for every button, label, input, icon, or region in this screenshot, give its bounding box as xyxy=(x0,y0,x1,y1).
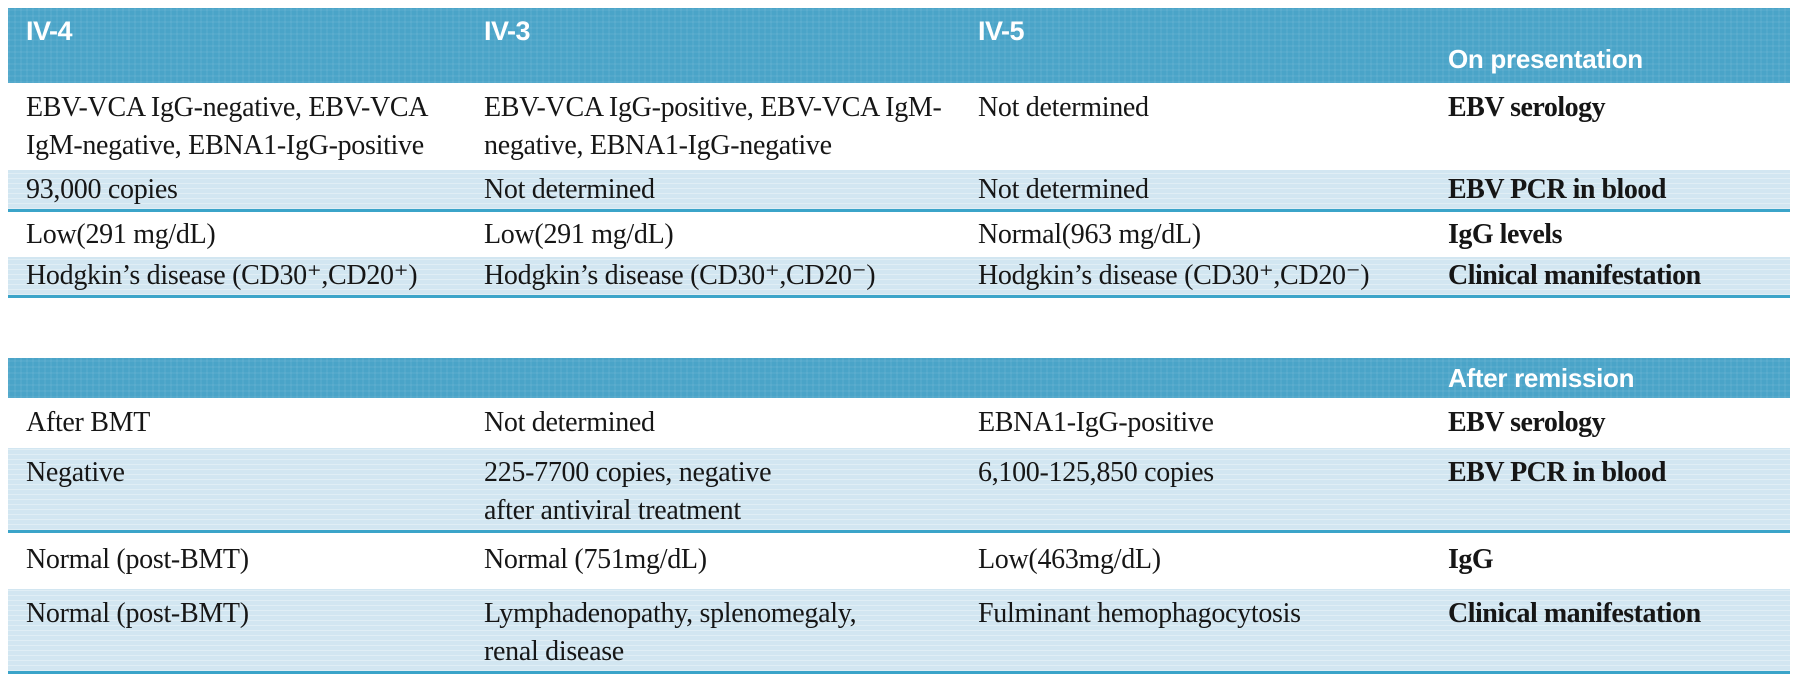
row-label-ebv-pcr: EBV PCR in blood xyxy=(1448,173,1666,205)
cell-iv5-ebv-serology: Not determined xyxy=(978,92,1149,123)
cell-iv5-ebv-serology-remission: EBNA1-IgG-positive xyxy=(978,407,1214,438)
row-label-igg-levels: IgG levels xyxy=(1448,218,1563,250)
table-row-ebv-pcr-presentation: 93,000 copies Not determined Not determi… xyxy=(8,170,1790,212)
empty-header-cell xyxy=(484,358,978,398)
row-label-igg-remission: IgG xyxy=(1448,544,1494,575)
table-row-igg-levels-presentation: Low(291 mg/dL) Low(291 mg/dL) Normal(963… xyxy=(8,212,1790,257)
cell-iv3-ebv-serology-remission: Not determined xyxy=(484,407,655,438)
cell-iv3-clinical: Hodgkin’s disease (CD30⁺,CD20⁻) xyxy=(484,260,876,291)
on-presentation-header-bar: IV-4 IV-3 IV-5 On presentation xyxy=(8,8,1790,83)
cell-iv5-igg-levels: Normal(963 mg/dL) xyxy=(978,218,1201,250)
table-row-clinical-remission: Normal (post-BMT) Lymphadenopathy, splen… xyxy=(8,589,1790,674)
table-row-ebv-serology-presentation: EBV-VCA IgG-negative, EBV-VCA IgM-negati… xyxy=(8,83,1790,170)
cell-iv3-ebv-serology: EBV-VCA IgG-positive, EBV-VCA IgM- negat… xyxy=(484,92,942,161)
cell-iv5-igg-remission: Low(463mg/dL) xyxy=(978,544,1161,575)
empty-header-cell xyxy=(978,358,1448,398)
cell-iv4-ebv-serology-remission: After BMT xyxy=(26,407,151,438)
row-label-clinical: Clinical manifestation xyxy=(1448,260,1701,291)
row-label-ebv-pcr-remission: EBV PCR in blood xyxy=(1448,457,1666,488)
table-row-ebv-serology-remission: After BMT Not determined EBNA1-IgG-posit… xyxy=(8,398,1790,448)
column-header-iv-3: IV-3 xyxy=(484,16,531,46)
cell-iv5-ebv-pcr-remission: 6,100-125,850 copies xyxy=(978,457,1214,488)
top-margin xyxy=(0,0,1800,8)
column-header-iv-5: IV-5 xyxy=(978,16,1025,46)
table-row-clinical-presentation: Hodgkin’s disease (CD30⁺,CD20⁺) Hodgkin’… xyxy=(8,257,1790,298)
row-label-ebv-serology-remission: EBV serology xyxy=(1448,407,1606,438)
cell-iv4-ebv-serology: EBV-VCA IgG-negative, EBV-VCA IgM-negati… xyxy=(26,92,429,161)
cell-iv5-clinical-remission: Fulminant hemophagocytosis xyxy=(978,598,1301,629)
section-gap xyxy=(0,298,1800,358)
row-label-clinical-remission: Clinical manifestation xyxy=(1448,598,1701,629)
cell-iv3-ebv-pcr: Not determined xyxy=(484,173,655,205)
table-row-ebv-pcr-remission: Negative 225-7700 copies, negative after… xyxy=(8,448,1790,533)
cell-iv4-ebv-pcr: 93,000 copies xyxy=(26,173,178,205)
cell-iv4-ebv-pcr-remission: Negative xyxy=(26,457,125,488)
column-header-iv-4: IV-4 xyxy=(26,16,73,46)
cell-iv4-igg-levels: Low(291 mg/dL) xyxy=(26,218,216,250)
cell-iv3-igg-remission: Normal (751mg/dL) xyxy=(484,544,707,575)
cell-iv3-ebv-pcr-remission: 225-7700 copies, negative after antivira… xyxy=(484,457,772,526)
cell-iv4-clinical-remission: Normal (post-BMT) xyxy=(26,598,249,629)
cell-iv5-clinical: Hodgkin’s disease (CD30⁺,CD20⁻) xyxy=(978,260,1370,291)
table-row-igg-remission: Normal (post-BMT) Normal (751mg/dL) Low(… xyxy=(8,533,1790,589)
cell-iv4-clinical: Hodgkin’s disease (CD30⁺,CD20⁺) xyxy=(26,260,418,291)
section-title-on-presentation: On presentation xyxy=(1448,44,1643,74)
after-remission-header-bar: After remission xyxy=(8,358,1790,398)
cell-iv4-igg-remission: Normal (post-BMT) xyxy=(26,544,249,575)
section-title-after-remission: After remission xyxy=(1448,362,1635,393)
empty-header-cell xyxy=(26,358,484,398)
cell-iv3-clinical-remission: Lymphadenopathy, splenomegaly, renal dis… xyxy=(484,598,857,667)
row-label-ebv-serology: EBV serology xyxy=(1448,92,1606,123)
cell-iv5-ebv-pcr: Not determined xyxy=(978,173,1149,205)
cell-iv3-igg-levels: Low(291 mg/dL) xyxy=(484,218,674,250)
